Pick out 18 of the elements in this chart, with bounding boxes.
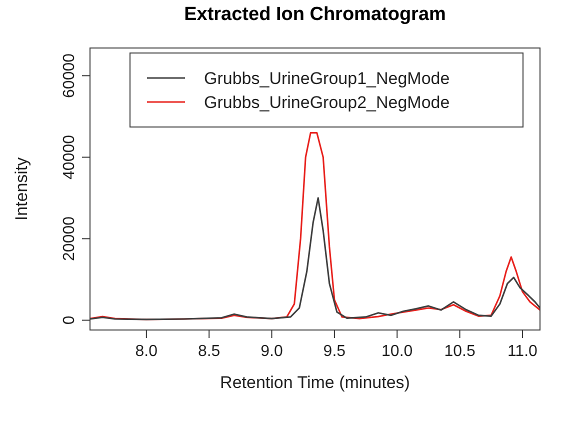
y-tick-label: 60000 bbox=[61, 53, 78, 98]
x-axis-title: Retention Time (minutes) bbox=[220, 373, 410, 392]
chart-title: Extracted Ion Chromatogram bbox=[184, 4, 446, 25]
x-tick-label: 10.5 bbox=[444, 343, 476, 360]
y-tick-label: 0 bbox=[61, 316, 78, 325]
legend-label: Grubbs_UrineGroup2_NegMode bbox=[204, 92, 450, 112]
legend-label: Grubbs_UrineGroup1_NegMode bbox=[204, 68, 450, 88]
line-series bbox=[90, 132, 540, 320]
x-tick-label: 10.0 bbox=[382, 343, 413, 360]
y-tick-label: 20000 bbox=[61, 216, 78, 261]
x-tick-label: 8.0 bbox=[135, 343, 158, 360]
y-tick-label: 40000 bbox=[61, 134, 78, 180]
y-axis-title: Intensity bbox=[12, 156, 31, 221]
x-tick-label: 8.5 bbox=[198, 343, 220, 360]
x-tick-label: 9.0 bbox=[260, 343, 283, 360]
x-tick-label: 9.5 bbox=[323, 343, 346, 360]
x-tick-label: 11.0 bbox=[507, 343, 538, 360]
line-series bbox=[90, 197, 540, 320]
